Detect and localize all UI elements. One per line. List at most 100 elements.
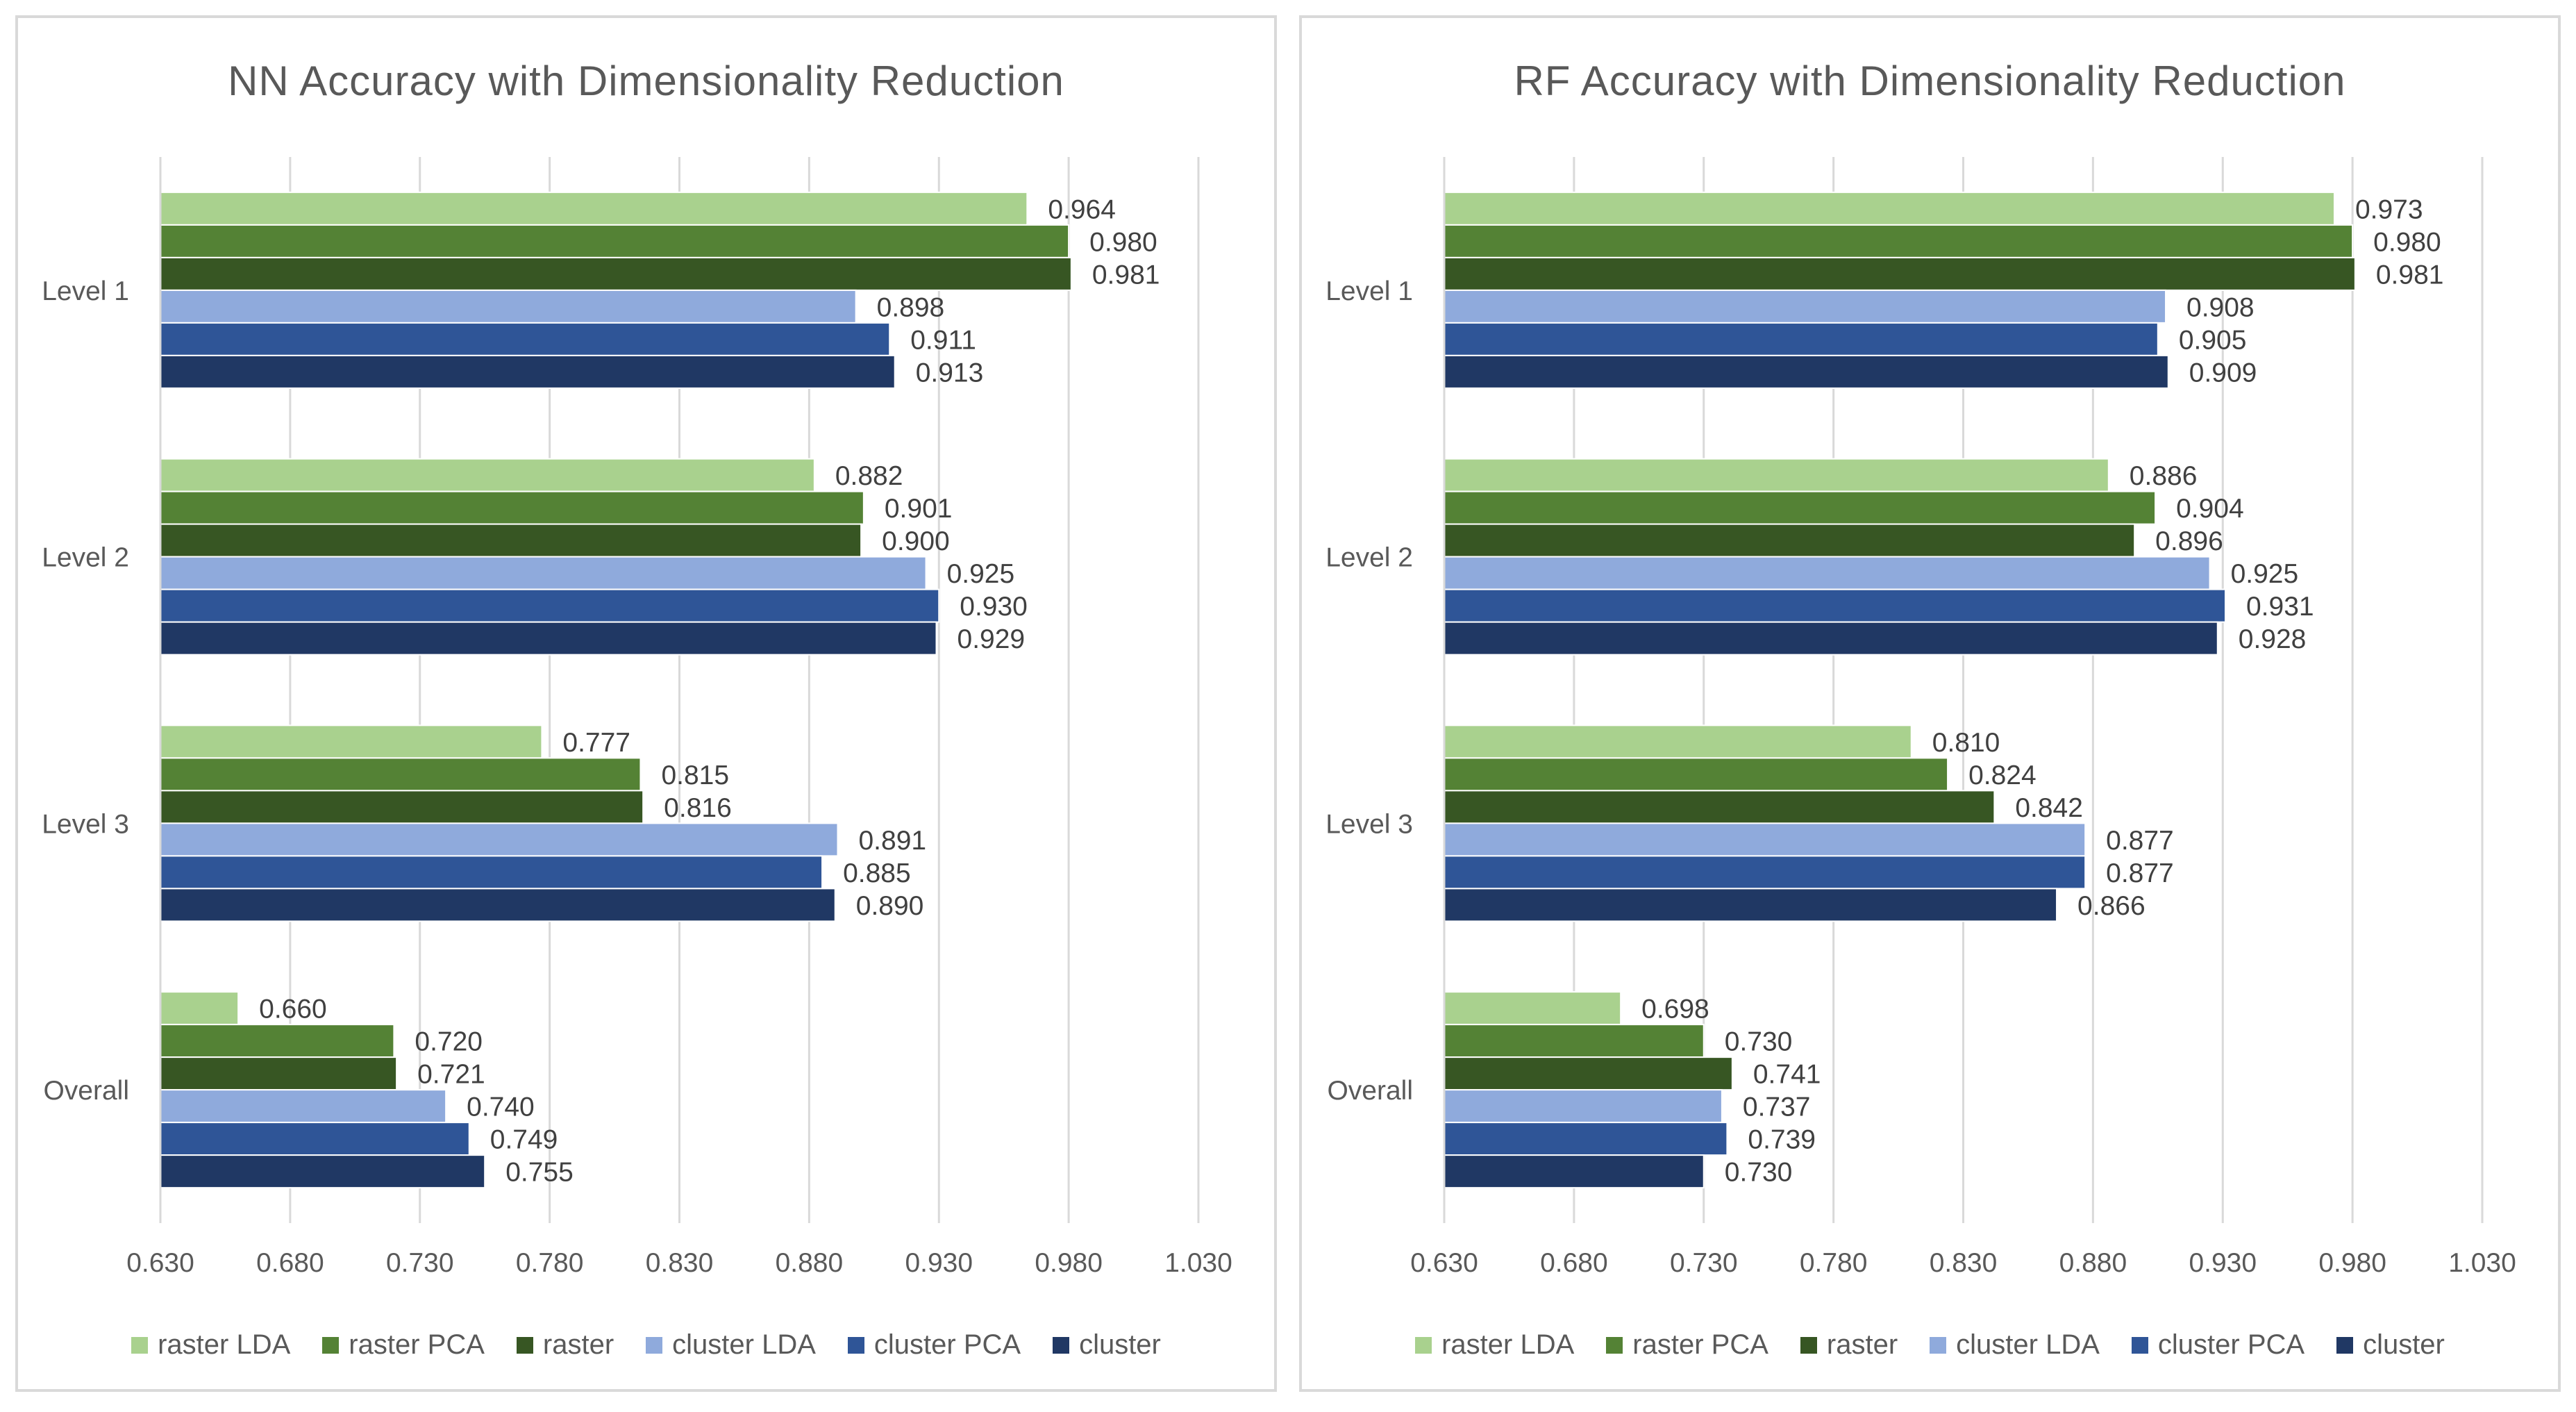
data-label-cluster-pca-level-3: 0.885	[843, 858, 911, 888]
x-tick-label: 0.830	[646, 1248, 714, 1278]
nn-chart-plot: 0.630 0.680 0.730 0.780 0.830 0.880 0.930 0.980…	[42, 157, 1232, 1278]
data-label-raster-level-2: 0.896	[2155, 526, 2223, 556]
data-label-raster-pca-level-1: 0.980	[2373, 227, 2441, 257]
data-label-raster-level-2: 0.900	[882, 526, 950, 556]
data-label-cluster-lda-level-3: 0.877	[2106, 826, 2174, 856]
bar-cluster-pca-level-1	[1444, 322, 2159, 356]
data-label-cluster-lda-overall: 0.737	[1743, 1093, 1811, 1122]
legend-item-raster-lda: raster LDA	[131, 1329, 290, 1361]
x-tick-label: 1.030	[1164, 1248, 1232, 1278]
data-label-cluster-lda-level-2: 0.925	[947, 559, 1015, 589]
x-tick-label: 0.730	[386, 1248, 454, 1278]
data-label-raster-level-1: 0.981	[2376, 260, 2444, 290]
bar-cluster-lda-level-3	[1444, 822, 2086, 857]
x-tick-label: 0.780	[516, 1248, 584, 1278]
data-label-cluster-level-3: 0.890	[856, 891, 924, 921]
legend-item-cluster-pca: cluster PCA	[847, 1329, 1021, 1361]
data-label-cluster-lda-level-1: 0.898	[877, 292, 945, 322]
x-tick-label: 0.880	[776, 1248, 844, 1278]
bar-cluster-level-2	[1444, 621, 2218, 656]
data-label-raster-lda-level-3: 0.777	[562, 728, 630, 758]
data-label-cluster-pca-overall: 0.739	[1748, 1125, 1816, 1155]
data-label-raster-overall: 0.721	[417, 1060, 485, 1090]
legend-swatch	[1930, 1336, 1947, 1354]
category-label-overall: Overall	[1327, 1076, 1413, 1106]
data-label-raster-pca-level-2: 0.901	[885, 494, 953, 524]
legend-swatch	[1053, 1336, 1070, 1354]
bar-raster-level-3	[160, 790, 644, 824]
data-label-cluster-pca-level-1: 0.911	[910, 325, 976, 355]
bar-raster-level-2	[1444, 523, 2136, 558]
legend-item-cluster-pca: cluster PCA	[2131, 1329, 2305, 1361]
x-tick-label: 0.780	[1800, 1248, 1868, 1278]
data-label-cluster-pca-level-1: 0.905	[2179, 325, 2247, 355]
bar-raster-pca-overall	[1444, 1024, 1705, 1058]
data-label-cluster-lda-level-2: 0.925	[2231, 559, 2299, 589]
legend-label: cluster LDA	[1956, 1329, 2100, 1360]
data-label-raster-overall: 0.741	[1753, 1060, 1821, 1090]
data-label-raster-level-3: 0.816	[664, 793, 732, 823]
legend-label: raster	[542, 1329, 614, 1360]
legend-swatch	[1415, 1336, 1432, 1354]
nn-chart-legend: raster LDA raster PCA raster cluster LDA…	[18, 1329, 1274, 1361]
data-label-cluster-level-3: 0.866	[2077, 891, 2146, 921]
legend-label: raster LDA	[1441, 1329, 1575, 1360]
legend-swatch	[131, 1336, 149, 1354]
data-label-raster-pca-overall: 0.730	[1725, 1027, 1793, 1057]
data-label-raster-lda-level-1: 0.964	[1048, 194, 1116, 224]
legend-swatch	[646, 1336, 663, 1354]
x-tick-label: 0.980	[1035, 1248, 1103, 1278]
x-tick-label: 0.630	[126, 1248, 194, 1278]
legend-label: raster PCA	[349, 1329, 485, 1360]
x-tick-label: 0.680	[1540, 1248, 1608, 1278]
legend-swatch	[847, 1336, 864, 1354]
data-label-cluster-level-2: 0.928	[2239, 624, 2307, 654]
legend-label: cluster	[1079, 1329, 1161, 1360]
bar-cluster-pca-level-1	[160, 322, 891, 356]
data-label-cluster-pca-level-3: 0.877	[2106, 858, 2174, 888]
bar-cluster-pca-overall	[160, 1122, 470, 1156]
bar-raster-level-3	[1444, 790, 1996, 824]
bar-raster-pca-level-3	[160, 757, 642, 792]
x-tick-label: 0.630	[1410, 1248, 1478, 1278]
legend-item-cluster-lda: cluster LDA	[646, 1329, 816, 1361]
data-label-cluster-lda-overall: 0.740	[467, 1093, 535, 1122]
bar-raster-pca-level-2	[160, 490, 864, 525]
legend-swatch	[2131, 1336, 2148, 1354]
data-label-raster-lda-level-1: 0.973	[2355, 194, 2423, 224]
legend-item-cluster: cluster	[2336, 1329, 2445, 1361]
legend-item-cluster-lda: cluster LDA	[1930, 1329, 2100, 1361]
bar-cluster-lda-level-1	[160, 289, 857, 324]
data-label-raster-lda-level-2: 0.886	[2130, 461, 2198, 491]
bar-cluster-lda-level-2	[160, 556, 927, 590]
data-label-cluster-level-1: 0.913	[916, 358, 984, 388]
data-label-cluster-pca-level-2: 0.930	[960, 592, 1028, 622]
data-label-raster-pca-level-2: 0.904	[2176, 494, 2244, 524]
bar-raster-overall	[1444, 1056, 1733, 1091]
bar-raster-lda-level-2	[160, 458, 815, 492]
bar-raster-pca-level-1	[1444, 224, 2354, 258]
x-tick-label: 0.930	[2189, 1248, 2257, 1278]
bar-cluster-level-1	[160, 354, 896, 389]
bar-cluster-pca-overall	[1444, 1122, 1728, 1156]
x-tick-label: 0.880	[2059, 1248, 2127, 1278]
bar-raster-pca-level-2	[1444, 490, 2157, 525]
data-label-cluster-lda-level-3: 0.891	[858, 826, 926, 856]
legend-swatch	[2336, 1336, 2354, 1354]
rf-chart-panel: RF Accuracy with Dimensionality Reductio…	[1299, 15, 2561, 1392]
category-label-level-2: Level 2	[1325, 543, 1413, 573]
legend-swatch	[1606, 1336, 1623, 1354]
data-label-raster-pca-level-3: 0.815	[661, 761, 729, 790]
category-label-level-1: Level 1	[1325, 276, 1413, 306]
x-tick-label: 0.830	[1930, 1248, 1998, 1278]
data-label-cluster-lda-level-1: 0.908	[2186, 292, 2255, 322]
bar-cluster-level-1	[1444, 354, 2169, 389]
x-tick-label: 0.930	[905, 1248, 973, 1278]
category-label-level-3: Level 3	[42, 809, 129, 839]
bar-raster-lda-level-3	[1444, 724, 1912, 759]
bar-raster-lda-level-2	[1444, 458, 2109, 492]
category-label-level-2: Level 2	[42, 543, 129, 573]
category-label-level-1: Level 1	[42, 276, 129, 306]
data-label-cluster-pca-overall: 0.749	[490, 1125, 558, 1155]
x-tick-label: 0.730	[1670, 1248, 1738, 1278]
